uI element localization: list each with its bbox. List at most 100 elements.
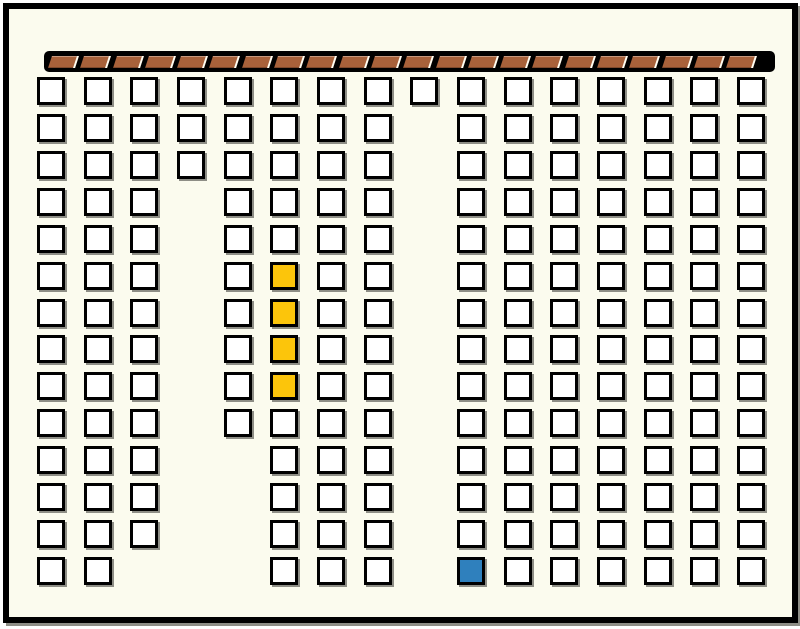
grid-cell[interactable] (177, 151, 205, 180)
grid-cell[interactable] (364, 446, 392, 474)
grid-cell[interactable] (550, 77, 578, 106)
grid-cell[interactable] (317, 77, 345, 106)
grid-cell[interactable] (644, 372, 672, 401)
grid-cell[interactable] (84, 114, 112, 143)
grid-cell[interactable] (364, 556, 392, 585)
grid-cell[interactable] (224, 335, 252, 364)
grid-cell[interactable] (690, 187, 718, 216)
grid-cell[interactable] (550, 335, 578, 364)
grid-cell[interactable] (644, 298, 672, 327)
grid-cell[interactable] (644, 482, 672, 511)
grid-cell[interactable] (690, 482, 718, 511)
grid-cell[interactable] (690, 409, 718, 438)
grid-cell[interactable] (737, 151, 765, 180)
grid-cell[interactable] (270, 409, 298, 438)
grid-cell[interactable] (644, 187, 672, 216)
grid-cell[interactable] (504, 372, 532, 401)
grid-cell[interactable] (597, 372, 625, 401)
grid-cell[interactable] (550, 446, 578, 474)
grid-cell[interactable] (644, 224, 672, 253)
grid-cell[interactable] (597, 409, 625, 438)
grid-cell-yellow[interactable] (270, 372, 298, 401)
grid-cell[interactable] (737, 446, 765, 474)
grid-cell[interactable] (550, 151, 578, 180)
grid-cell[interactable] (37, 482, 65, 511)
grid-cell[interactable] (37, 224, 65, 253)
grid-cell[interactable] (317, 224, 345, 253)
grid-cell[interactable] (597, 335, 625, 364)
grid-cell[interactable] (224, 409, 252, 438)
grid-cell[interactable] (504, 335, 532, 364)
grid-cell[interactable] (364, 372, 392, 401)
grid-cell[interactable] (84, 372, 112, 401)
grid-cell[interactable] (37, 372, 65, 401)
grid-cell[interactable] (504, 224, 532, 253)
grid-cell[interactable] (457, 224, 485, 253)
grid-cell[interactable] (84, 446, 112, 474)
grid-cell[interactable] (130, 519, 158, 548)
grid-cell[interactable] (737, 519, 765, 548)
grid-cell[interactable] (550, 482, 578, 511)
grid-cell[interactable] (597, 261, 625, 290)
grid-cell[interactable] (364, 187, 392, 216)
grid-cell[interactable] (84, 261, 112, 290)
grid-cell[interactable] (550, 114, 578, 143)
grid-cell[interactable] (37, 151, 65, 180)
grid-cell[interactable] (597, 519, 625, 548)
grid-cell[interactable] (317, 114, 345, 143)
grid-cell[interactable] (737, 372, 765, 401)
grid-cell[interactable] (270, 482, 298, 511)
grid-cell[interactable] (644, 151, 672, 180)
grid-cell[interactable] (597, 298, 625, 327)
grid-cell[interactable] (457, 409, 485, 438)
grid-cell[interactable] (37, 298, 65, 327)
grid-cell-blue[interactable] (457, 556, 485, 585)
grid-cell[interactable] (737, 556, 765, 585)
grid-cell[interactable] (270, 77, 298, 106)
grid-cell[interactable] (317, 298, 345, 327)
grid-cell[interactable] (597, 114, 625, 143)
grid-cell[interactable] (457, 114, 485, 143)
grid-cell[interactable] (550, 298, 578, 327)
grid-cell[interactable] (504, 261, 532, 290)
grid-cell[interactable] (317, 261, 345, 290)
grid-cell[interactable] (177, 77, 205, 106)
grid-cell[interactable] (37, 446, 65, 474)
grid-cell[interactable] (224, 224, 252, 253)
grid-cell[interactable] (364, 151, 392, 180)
grid-cell[interactable] (690, 556, 718, 585)
grid-cell[interactable] (457, 372, 485, 401)
grid-cell[interactable] (37, 556, 65, 585)
grid-cell[interactable] (130, 409, 158, 438)
grid-cell[interactable] (690, 261, 718, 290)
grid-cell[interactable] (644, 409, 672, 438)
grid-cell[interactable] (457, 298, 485, 327)
grid-cell[interactable] (37, 519, 65, 548)
grid-cell[interactable] (504, 114, 532, 143)
grid-cell[interactable] (457, 77, 485, 106)
grid-cell[interactable] (644, 114, 672, 143)
grid-cell-yellow[interactable] (270, 298, 298, 327)
grid-cell[interactable] (504, 556, 532, 585)
grid-cell[interactable] (130, 114, 158, 143)
grid-cell[interactable] (410, 77, 438, 106)
grid-cell[interactable] (457, 519, 485, 548)
grid-cell[interactable] (224, 151, 252, 180)
grid-cell[interactable] (37, 114, 65, 143)
grid-cell[interactable] (270, 151, 298, 180)
grid-cell[interactable] (84, 224, 112, 253)
grid-cell[interactable] (130, 187, 158, 216)
grid-cell[interactable] (690, 114, 718, 143)
grid-cell[interactable] (130, 224, 158, 253)
grid-cell[interactable] (737, 224, 765, 253)
grid-cell[interactable] (317, 151, 345, 180)
grid-cell[interactable] (597, 482, 625, 511)
grid-cell[interactable] (177, 114, 205, 143)
grid-cell[interactable] (364, 77, 392, 106)
grid-cell[interactable] (504, 151, 532, 180)
grid-cell[interactable] (504, 77, 532, 106)
grid-cell[interactable] (364, 298, 392, 327)
grid-cell[interactable] (644, 261, 672, 290)
grid-cell[interactable] (690, 446, 718, 474)
grid-cell[interactable] (224, 77, 252, 106)
